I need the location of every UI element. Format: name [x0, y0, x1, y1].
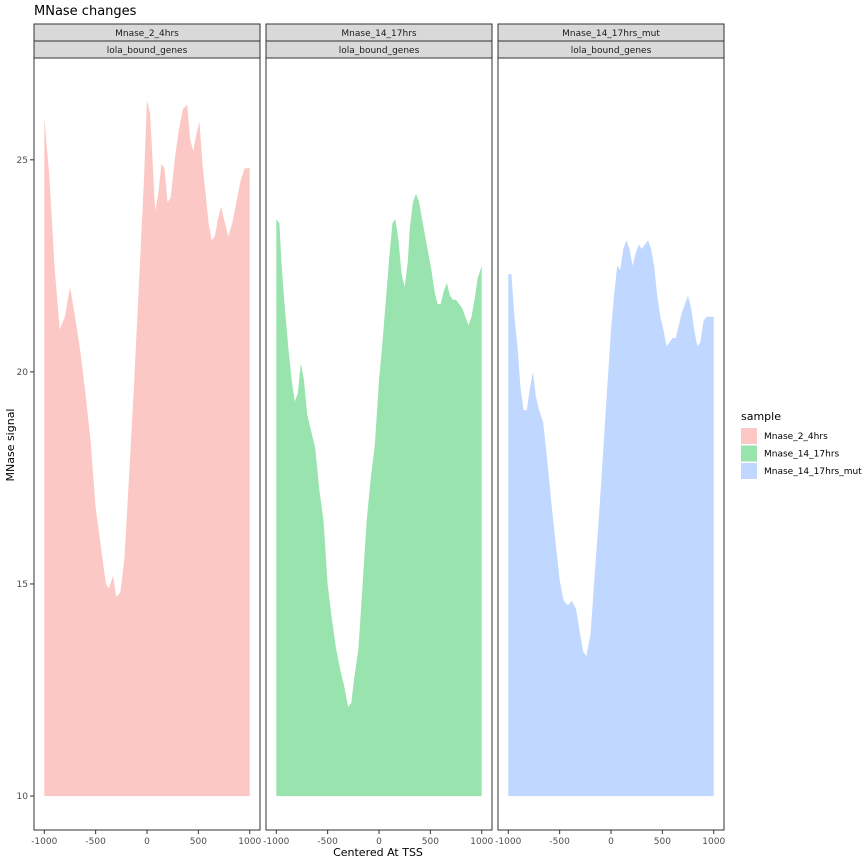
x-tick-label: 0 — [608, 837, 614, 847]
y-tick-label: 15 — [17, 580, 28, 590]
facet-panel-2: Mnase_14_17hrs lola_bound_genes -1000 -500 0… — [263, 23, 493, 847]
strip-bottom-label: lola_bound_genes — [107, 46, 188, 56]
area-series-2 — [276, 193, 482, 797]
facet-panel-3: Mnase_14_17hrs_mut lola_bound_genes -1000 -… — [495, 23, 725, 847]
strip-top-label: Mnase_14_17hrs_mut — [562, 29, 660, 39]
y-tick-label: 25 — [17, 156, 28, 166]
legend-label: Mnase_14_17hrs — [764, 450, 840, 460]
x-axis-title: Centered At TSS — [333, 846, 423, 859]
x-tick-label: 0 — [144, 837, 150, 847]
facet-panel-1: Mnase_2_4hrs lola_bound_genes -1000 -500 0 50… — [31, 23, 261, 847]
strip-bottom-label: lola_bound_genes — [339, 46, 420, 56]
legend-key — [741, 463, 757, 479]
area-series-1 — [44, 100, 250, 797]
legend-title: sample — [741, 410, 781, 423]
x-tick-label: -500 — [317, 837, 338, 847]
y-axis-title: MNase signal — [4, 409, 17, 482]
legend: sample Mnase_2_4hrs Mnase_14_17hrs Mnase_1… — [741, 410, 862, 479]
legend-label: Mnase_14_17hrs_mut — [764, 467, 862, 477]
x-tick-label: 1000 — [702, 837, 725, 847]
y-tick-label: 10 — [17, 792, 29, 802]
x-tick-label: 1000 — [238, 837, 261, 847]
x-tick-label: -1000 — [31, 837, 57, 847]
strip-top-label: Mnase_14_17hrs — [341, 29, 417, 39]
x-tick-label: 500 — [654, 837, 671, 847]
panel-border — [497, 57, 725, 831]
strip-bottom-label: lola_bound_genes — [571, 46, 652, 56]
panel-border — [33, 57, 261, 831]
legend-key — [741, 428, 757, 444]
x-tick-label: 500 — [190, 837, 207, 847]
facet-panels: Mnase_2_4hrs lola_bound_genes -1000 -500 0 50… — [31, 23, 725, 847]
y-axis: 10 15 20 25 — [17, 156, 34, 802]
x-tick-label: 1000 — [470, 837, 493, 847]
x-tick-label: -1000 — [263, 837, 289, 847]
x-tick-label: -500 — [549, 837, 570, 847]
panel-border — [265, 57, 493, 831]
strip-top-label: Mnase_2_4hrs — [115, 29, 179, 39]
x-tick-label: -1000 — [495, 837, 521, 847]
area-series-3 — [508, 240, 714, 797]
legend-key — [741, 445, 757, 462]
legend-label: Mnase_2_4hrs — [764, 432, 828, 442]
y-tick-label: 20 — [17, 368, 29, 378]
x-tick-label: 500 — [422, 837, 439, 847]
chart-title: MNase changes — [34, 4, 137, 19]
x-tick-label: 0 — [376, 837, 382, 847]
x-tick-label: -500 — [85, 837, 106, 847]
